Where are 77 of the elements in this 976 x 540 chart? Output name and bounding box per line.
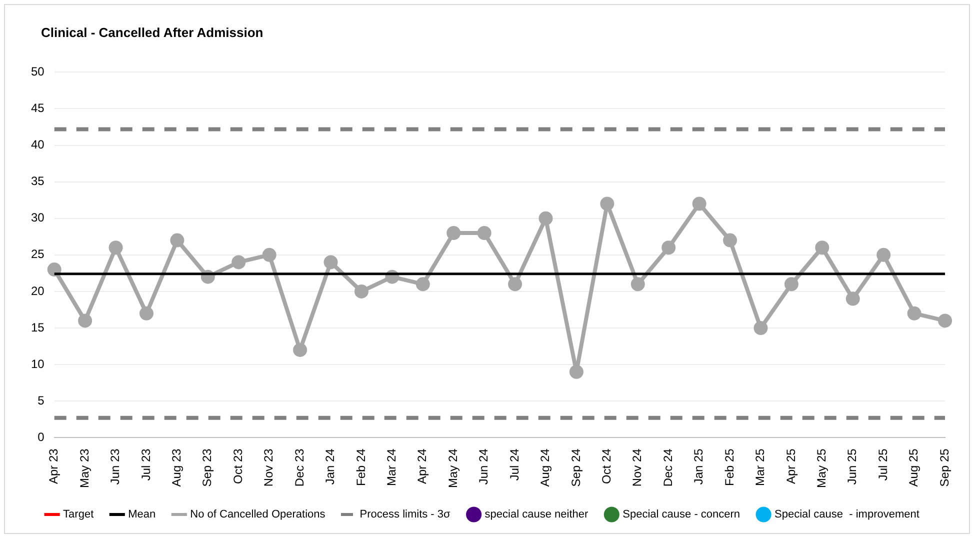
point <box>815 240 830 255</box>
x-tick-label: Oct 23 <box>230 448 245 484</box>
point <box>416 277 430 292</box>
x-tick-label: Sep 24 <box>568 448 583 487</box>
legend-label: Mean <box>128 508 156 521</box>
legend-label: Special cause - improvement <box>774 508 920 521</box>
point <box>723 233 738 248</box>
y-tick-label: 30 <box>30 210 45 225</box>
point <box>170 233 184 248</box>
point <box>600 196 614 211</box>
chart-title: Clinical - Cancelled After Admission <box>41 25 264 40</box>
x-tick-label: Sep 25 <box>937 448 952 487</box>
y-tick-label: 0 <box>38 430 45 444</box>
x-tick-label: Apr 23 <box>46 448 61 484</box>
point <box>232 255 246 270</box>
point <box>630 277 645 292</box>
point <box>108 240 123 255</box>
x-tick-label: Mar 25 <box>753 448 768 486</box>
x-tick-label: Nov 23 <box>262 448 276 487</box>
legend-label: Process limits - 3σ <box>360 508 451 521</box>
point <box>784 277 798 292</box>
x-tick-label: May 23 <box>77 448 92 488</box>
x-tick-label: Feb 24 <box>354 448 368 486</box>
x-tick-label: Nov 24 <box>630 448 644 487</box>
x-tick-label: Jun 25 <box>845 448 860 485</box>
point <box>293 342 308 357</box>
point <box>508 277 522 292</box>
x-tick-label: May 24 <box>446 448 460 488</box>
legend-label: Target <box>63 508 94 521</box>
x-tick-label: Dec 23 <box>292 448 306 487</box>
point <box>324 255 338 270</box>
x-tick-label: Aug 23 <box>170 448 184 487</box>
y-tick-label: 5 <box>38 393 45 408</box>
x-tick-label: Sep 23 <box>200 448 214 487</box>
legend-label: Special cause - concern <box>622 508 740 521</box>
point <box>354 284 368 298</box>
x-tick-label: Dec 24 <box>660 448 675 487</box>
point <box>139 306 154 320</box>
y-tick-label: 10 <box>30 356 45 371</box>
point <box>47 262 62 277</box>
x-tick-label: Jul 24 <box>507 448 522 481</box>
y-tick-label: 25 <box>30 247 45 262</box>
y-tick-label: 35 <box>30 174 45 188</box>
x-tick-label: Apr 25 <box>784 448 798 484</box>
point <box>262 248 276 262</box>
x-tick-label: Feb 25 <box>722 448 736 486</box>
y-tick-label: 20 <box>30 284 45 298</box>
y-tick-label: 45 <box>30 101 45 116</box>
point <box>662 240 676 255</box>
point <box>938 314 952 328</box>
x-tick-label: Jun 24 <box>476 448 491 485</box>
x-tick-label: Apr 24 <box>415 448 430 484</box>
x-tick-label: Jun 23 <box>108 448 122 485</box>
point <box>446 226 461 240</box>
point <box>692 196 706 211</box>
point <box>538 211 553 226</box>
point <box>78 314 92 328</box>
x-tick-label: Oct 24 <box>599 448 614 484</box>
x-tick-label: May 25 <box>814 448 828 488</box>
x-tick-label: Aug 25 <box>906 448 921 487</box>
point <box>876 248 891 262</box>
legend-label: special cause neither <box>484 508 588 521</box>
point <box>569 364 584 379</box>
x-tick-label: Jul 23 <box>138 448 153 481</box>
y-tick-label: 50 <box>30 64 45 79</box>
x-tick-label: Jan 25 <box>692 448 706 485</box>
point <box>846 292 860 306</box>
point <box>477 226 492 240</box>
legend-label: No of Cancelled Operations <box>190 508 326 521</box>
point <box>907 306 922 320</box>
y-tick-label: 15 <box>30 320 45 334</box>
x-tick-label: Jul 25 <box>876 448 890 481</box>
y-tick-label: 40 <box>30 138 45 152</box>
x-tick-label: Aug 24 <box>538 448 552 487</box>
x-tick-label: Mar 24 <box>384 448 398 486</box>
point <box>754 321 768 336</box>
x-tick-label: Jan 24 <box>323 448 338 485</box>
